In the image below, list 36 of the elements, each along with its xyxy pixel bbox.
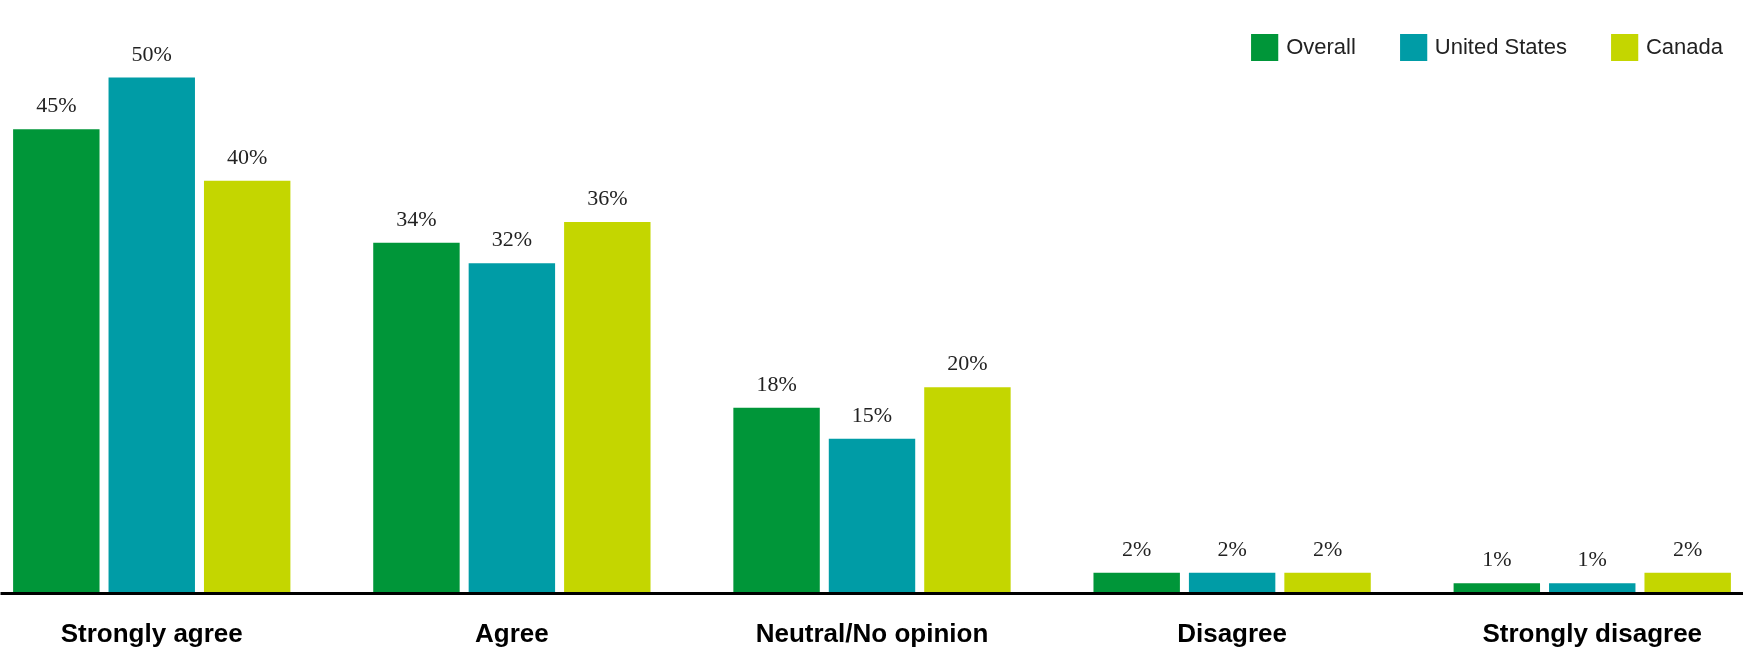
data-label: 40%	[227, 143, 268, 169]
bar	[1093, 572, 1180, 594]
data-label: 20%	[947, 350, 988, 376]
data-label: 2%	[1122, 535, 1152, 561]
data-label: 18%	[756, 370, 797, 396]
data-label: 50%	[131, 40, 172, 66]
legend-label: United States	[1434, 34, 1567, 60]
bar	[468, 263, 556, 594]
bar	[1188, 572, 1276, 594]
bar	[108, 77, 195, 594]
x-tick-label: Agree	[475, 617, 549, 648]
bar	[203, 180, 291, 594]
bar	[564, 222, 651, 594]
data-label: 2%	[1673, 535, 1703, 561]
x-tick-label: Neutral/No opinion	[755, 617, 989, 648]
data-label: 45%	[36, 92, 77, 118]
data-label: 32%	[491, 226, 533, 252]
x-tick-label: Strongly disagree	[1482, 617, 1703, 648]
bar	[733, 407, 820, 594]
legend-label: Overall	[1286, 34, 1356, 60]
bar	[924, 387, 1011, 594]
data-label: 34%	[396, 205, 437, 231]
x-tick-label: Strongly agree	[60, 617, 243, 648]
data-label: 15%	[851, 401, 893, 427]
bar	[1284, 572, 1371, 594]
data-label: 2%	[1312, 535, 1343, 561]
x-tick-label: Disagree	[1177, 617, 1288, 648]
bar	[1644, 572, 1731, 594]
data-label: 1%	[1482, 546, 1512, 572]
bar	[13, 129, 100, 594]
data-label: 2%	[1217, 535, 1247, 561]
bar	[373, 242, 460, 594]
bar	[828, 438, 916, 594]
data-label: 1%	[1577, 546, 1607, 572]
data-label: 36%	[587, 185, 628, 211]
legend-label: Canada	[1645, 34, 1723, 60]
